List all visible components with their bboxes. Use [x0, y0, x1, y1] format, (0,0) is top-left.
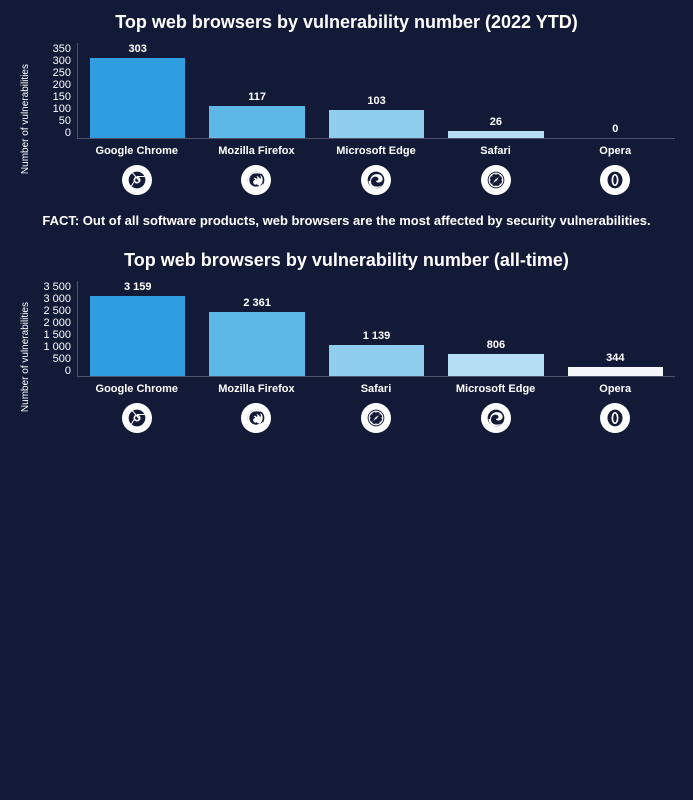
- bar-column: 806: [436, 281, 555, 376]
- bar-value-label: 303: [129, 43, 147, 55]
- bar: [329, 345, 424, 376]
- ytick-label: 0: [65, 127, 71, 139]
- bar: [90, 58, 185, 138]
- category-label: Microsoft Edge: [456, 383, 535, 395]
- ytick-label: 250: [53, 67, 71, 79]
- edge-icon: [361, 165, 391, 195]
- chart1-plot: 350300250200150100500 303117103260 Googl…: [33, 43, 675, 195]
- bar: [90, 296, 185, 376]
- xaxis-column: Microsoft Edge: [316, 139, 436, 195]
- ytick-label: 200: [53, 79, 71, 91]
- chart1-plot-area: 350300250200150100500 303117103260: [33, 43, 675, 139]
- ytick-label: 1 500: [43, 329, 71, 341]
- chart1-bars: 303 117 103 26 0: [77, 43, 675, 139]
- ytick-label: 2 000: [43, 317, 71, 329]
- xaxis-column: Mozilla Firefox: [197, 377, 317, 433]
- bar-column: 344: [556, 281, 675, 376]
- ytick-label: 300: [53, 55, 71, 67]
- category-label: Google Chrome: [96, 383, 179, 395]
- chart1-xaxis: Google Chrome Mozilla Firefox Microsoft Ed…: [33, 139, 675, 195]
- xaxis-column: Safari: [436, 139, 556, 195]
- ytick-label: 1 000: [43, 341, 71, 353]
- safari-icon: [361, 403, 391, 433]
- chart2-frame: Number of vulnerabilities 3 5003 0002 50…: [18, 281, 675, 433]
- opera-icon: [600, 403, 630, 433]
- bar: [568, 367, 663, 376]
- ytick-label: 2 500: [43, 305, 71, 317]
- xaxis-column: Opera: [555, 139, 675, 195]
- xaxis-column: Opera: [555, 377, 675, 433]
- bar-column: 117: [197, 43, 316, 138]
- bar-value-label: 344: [606, 352, 624, 364]
- xaxis-column: Safari: [316, 377, 436, 433]
- edge-icon: [481, 403, 511, 433]
- chrome-icon: [122, 165, 152, 195]
- bar-column: 1 139: [317, 281, 436, 376]
- opera-icon: [600, 165, 630, 195]
- bar: [329, 110, 424, 138]
- chart-2022-ytd: Top web browsers by vulnerability number…: [18, 12, 675, 195]
- bar-value-label: 2 361: [243, 297, 271, 309]
- xaxis-column: Mozilla Firefox: [197, 139, 317, 195]
- bar-value-label: 103: [367, 95, 385, 107]
- firefox-icon: [241, 165, 271, 195]
- bar: [448, 354, 543, 376]
- ytick-label: 100: [53, 103, 71, 115]
- chart2-plot: 3 5003 0002 5002 0001 5001 0005000 3 159…: [33, 281, 675, 433]
- category-label: Google Chrome: [96, 145, 179, 157]
- ytick-label: 500: [53, 353, 71, 365]
- bar-value-label: 26: [490, 116, 502, 128]
- bar: [448, 131, 543, 138]
- xaxis-column: Microsoft Edge: [436, 377, 556, 433]
- bar-value-label: 1 139: [363, 330, 391, 342]
- ytick-label: 350: [53, 43, 71, 55]
- bar-column: 3 159: [78, 281, 197, 376]
- bar-value-label: 806: [487, 339, 505, 351]
- ytick-label: 0: [65, 365, 71, 377]
- bar-value-label: 0: [612, 123, 618, 135]
- bar-value-label: 117: [248, 91, 266, 103]
- category-label: Opera: [599, 383, 631, 395]
- chart2-title: Top web browsers by vulnerability number…: [18, 250, 675, 271]
- chart1-yaxis: 350300250200150100500: [33, 43, 77, 139]
- chart1-title: Top web browsers by vulnerability number…: [18, 12, 675, 33]
- chart1-frame: Number of vulnerabilities 35030025020015…: [18, 43, 675, 195]
- bar-column: 2 361: [197, 281, 316, 376]
- chart2-bars: 3 159 2 361 1 139 806 344: [77, 281, 675, 377]
- category-label: Safari: [480, 145, 511, 157]
- ytick-label: 150: [53, 91, 71, 103]
- chart2-ylabel: Number of vulnerabilities: [18, 302, 33, 412]
- category-label: Opera: [599, 145, 631, 157]
- category-label: Mozilla Firefox: [218, 145, 294, 157]
- bar-value-label: 3 159: [124, 281, 152, 293]
- firefox-icon: [241, 403, 271, 433]
- bar: [209, 312, 304, 376]
- chart2-plot-area: 3 5003 0002 5002 0001 5001 0005000 3 159…: [33, 281, 675, 377]
- fact-text: FACT: Out of all software products, web …: [18, 213, 675, 228]
- chart1-ylabel: Number of vulnerabilities: [18, 64, 33, 174]
- category-label: Safari: [361, 383, 392, 395]
- chart2-yaxis: 3 5003 0002 5002 0001 5001 0005000: [33, 281, 77, 377]
- ytick-label: 50: [59, 115, 71, 127]
- bar: [209, 106, 304, 138]
- ytick-label: 3 500: [43, 281, 71, 293]
- xaxis-column: Google Chrome: [77, 139, 197, 195]
- xaxis-column: Google Chrome: [77, 377, 197, 433]
- bar-column: 26: [436, 43, 555, 138]
- chart2-xaxis: Google Chrome Mozilla Firefox Safari Micro…: [33, 377, 675, 433]
- category-label: Microsoft Edge: [336, 145, 415, 157]
- chrome-icon: [122, 403, 152, 433]
- ytick-label: 3 000: [43, 293, 71, 305]
- chart-all-time: Top web browsers by vulnerability number…: [18, 250, 675, 433]
- bar-column: 0: [556, 43, 675, 138]
- bar-column: 103: [317, 43, 436, 138]
- category-label: Mozilla Firefox: [218, 383, 294, 395]
- bar-column: 303: [78, 43, 197, 138]
- safari-icon: [481, 165, 511, 195]
